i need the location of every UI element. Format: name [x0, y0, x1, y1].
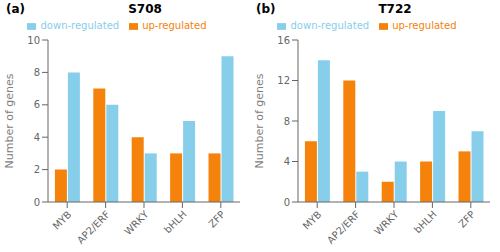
svg-text:16: 16 — [277, 35, 290, 46]
svg-text:8: 8 — [34, 67, 40, 78]
svg-text:AP2/ERF: AP2/ERF — [75, 208, 112, 245]
svg-text:ZFP: ZFP — [206, 209, 227, 230]
html-text:down-regulated: down-regulated — [40, 20, 120, 31]
svg-text:6: 6 — [34, 99, 40, 110]
html-text:down-regulated: down-regulated — [290, 20, 370, 31]
svg-text:bHLH: bHLH — [162, 209, 189, 236]
svg-text:0: 0 — [34, 197, 40, 208]
html-text:up-regulated: up-regulated — [142, 20, 207, 31]
svg-text:8: 8 — [284, 116, 290, 127]
svg-text:4: 4 — [34, 132, 40, 143]
svg-text:MYB: MYB — [301, 209, 324, 232]
html-text:(a): (a) — [6, 2, 26, 16]
svg-text:bHLH: bHLH — [412, 209, 439, 236]
svg-text:2: 2 — [34, 164, 40, 175]
html-text:(b): (b) — [256, 2, 276, 16]
svg-text:WRKY: WRKY — [122, 208, 151, 237]
svg-text:ZFP: ZFP — [456, 209, 477, 230]
svg-text:12: 12 — [277, 75, 290, 86]
html-text:up-regulated: up-regulated — [392, 20, 457, 31]
svg-text:0: 0 — [284, 197, 290, 208]
svg-text:AP2/ERF: AP2/ERF — [325, 208, 362, 245]
svg-text:Number of genes: Number of genes — [253, 73, 266, 168]
svg-text:10: 10 — [27, 35, 40, 46]
svg-text:MYB: MYB — [51, 209, 74, 232]
svg-text:4: 4 — [284, 156, 290, 167]
html-text:S708: S708 — [128, 2, 162, 16]
html-text:T722: T722 — [378, 2, 412, 16]
svg-text:Number of genes: Number of genes — [8, 73, 16, 168]
svg-text:WRKY: WRKY — [372, 208, 401, 237]
